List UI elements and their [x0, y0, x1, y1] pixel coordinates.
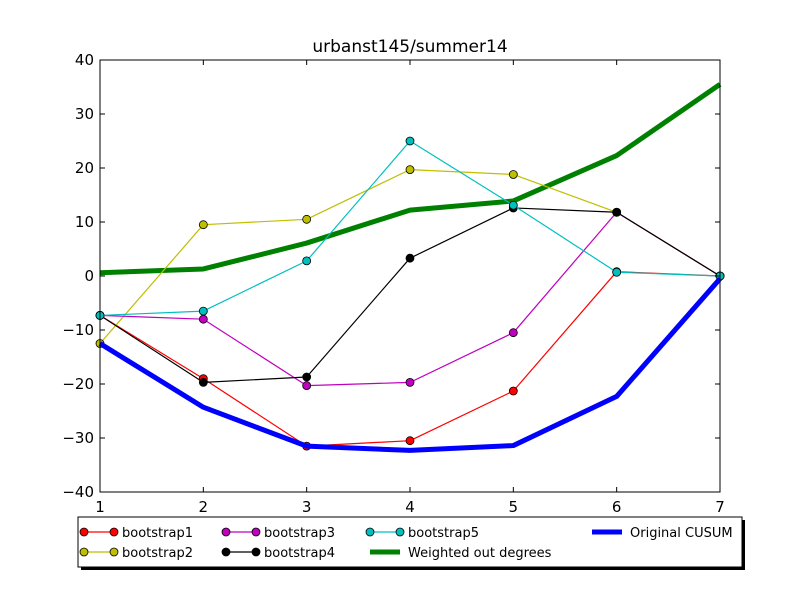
- legend-marker: [221, 527, 231, 537]
- legend-entry: bootstrap4: [221, 546, 335, 561]
- x-tick-label: 7: [715, 498, 725, 516]
- data-point: [302, 381, 312, 391]
- series-bootstrap4: [95, 203, 725, 387]
- data-point: [198, 306, 208, 316]
- legend-entry: Original CUSUM: [592, 526, 733, 541]
- data-point: [508, 386, 518, 396]
- plot-series: [95, 82, 725, 453]
- legend-marker: [221, 547, 231, 557]
- legend-label: bootstrap5: [408, 526, 479, 541]
- y-tick-label: −40: [62, 483, 94, 501]
- data-point: [612, 207, 622, 217]
- chart-title: urbanst145/summer14: [312, 37, 507, 57]
- data-point: [302, 214, 312, 224]
- legend-entry: bootstrap2: [79, 546, 193, 561]
- data-point: [405, 436, 415, 446]
- legend-label: bootstrap3: [264, 526, 335, 541]
- legend-marker: [251, 547, 261, 557]
- series-bootstrap5: [95, 136, 725, 320]
- series-weighted-out-degrees: [99, 82, 722, 276]
- data-point: [405, 136, 415, 146]
- legend-label: bootstrap4: [264, 546, 335, 561]
- data-point: [405, 253, 415, 263]
- legend-marker: [395, 527, 405, 537]
- series-line: [99, 211, 721, 387]
- y-tick-label: 20: [75, 159, 94, 177]
- data-point: [198, 314, 208, 324]
- legend-marker: [109, 527, 119, 537]
- series-line: [99, 271, 721, 447]
- data-point: [302, 372, 312, 382]
- x-tick-label: 3: [302, 498, 312, 516]
- data-point: [302, 256, 312, 266]
- series-line: [98, 277, 722, 453]
- data-point: [198, 220, 208, 230]
- x-tick-label: 2: [199, 498, 209, 516]
- data-point: [508, 170, 518, 179]
- legend-label: bootstrap1: [122, 526, 193, 541]
- legend-label: Weighted out degrees: [408, 546, 552, 561]
- legend-entry: bootstrap5: [365, 526, 479, 541]
- legend-marker: [109, 547, 119, 557]
- legend-entry: Weighted out degrees: [370, 546, 552, 561]
- y-tick-label: −30: [62, 429, 94, 447]
- y-tick-label: 30: [75, 105, 94, 123]
- legend-marker: [79, 547, 89, 557]
- legend: bootstrap1 bootstrap2 bootstrap3 bootstrap4…: [77, 516, 745, 570]
- legend-marker: [365, 527, 375, 537]
- y-tick-label: 40: [75, 51, 94, 69]
- series-line: [99, 207, 721, 383]
- x-tick-label: 4: [405, 498, 415, 516]
- data-point: [405, 165, 415, 175]
- legend-entry: bootstrap3: [221, 526, 335, 541]
- x-tick-label: 6: [612, 498, 622, 516]
- series-bootstrap1: [95, 267, 725, 451]
- data-point: [405, 377, 415, 387]
- legend-label: Original CUSUM: [630, 526, 733, 541]
- y-tick-label: 0: [84, 267, 94, 285]
- data-point: [508, 200, 518, 210]
- data-point: [508, 328, 518, 338]
- axes: 1 2 3 4 5 6 7 −40 −30 −20 −10 0 10 20 30 40: [62, 51, 724, 516]
- x-tick-label: 1: [95, 498, 105, 516]
- legend-label: bootstrap2: [122, 546, 193, 561]
- data-point: [198, 377, 208, 387]
- series-original-cusum: [98, 277, 722, 453]
- series-bootstrap3: [95, 207, 725, 391]
- series-line: [99, 82, 722, 276]
- x-tick-label: 5: [509, 498, 519, 516]
- legend-box: [77, 516, 743, 568]
- plot-frame: [99, 59, 721, 493]
- legend-marker: [251, 527, 261, 537]
- y-tick-label: −20: [62, 375, 94, 393]
- legend-marker: [79, 527, 89, 537]
- legend-entry: bootstrap1: [79, 526, 193, 541]
- data-point: [612, 267, 622, 277]
- y-tick-label: −10: [62, 321, 94, 339]
- y-tick-label: 10: [75, 213, 94, 231]
